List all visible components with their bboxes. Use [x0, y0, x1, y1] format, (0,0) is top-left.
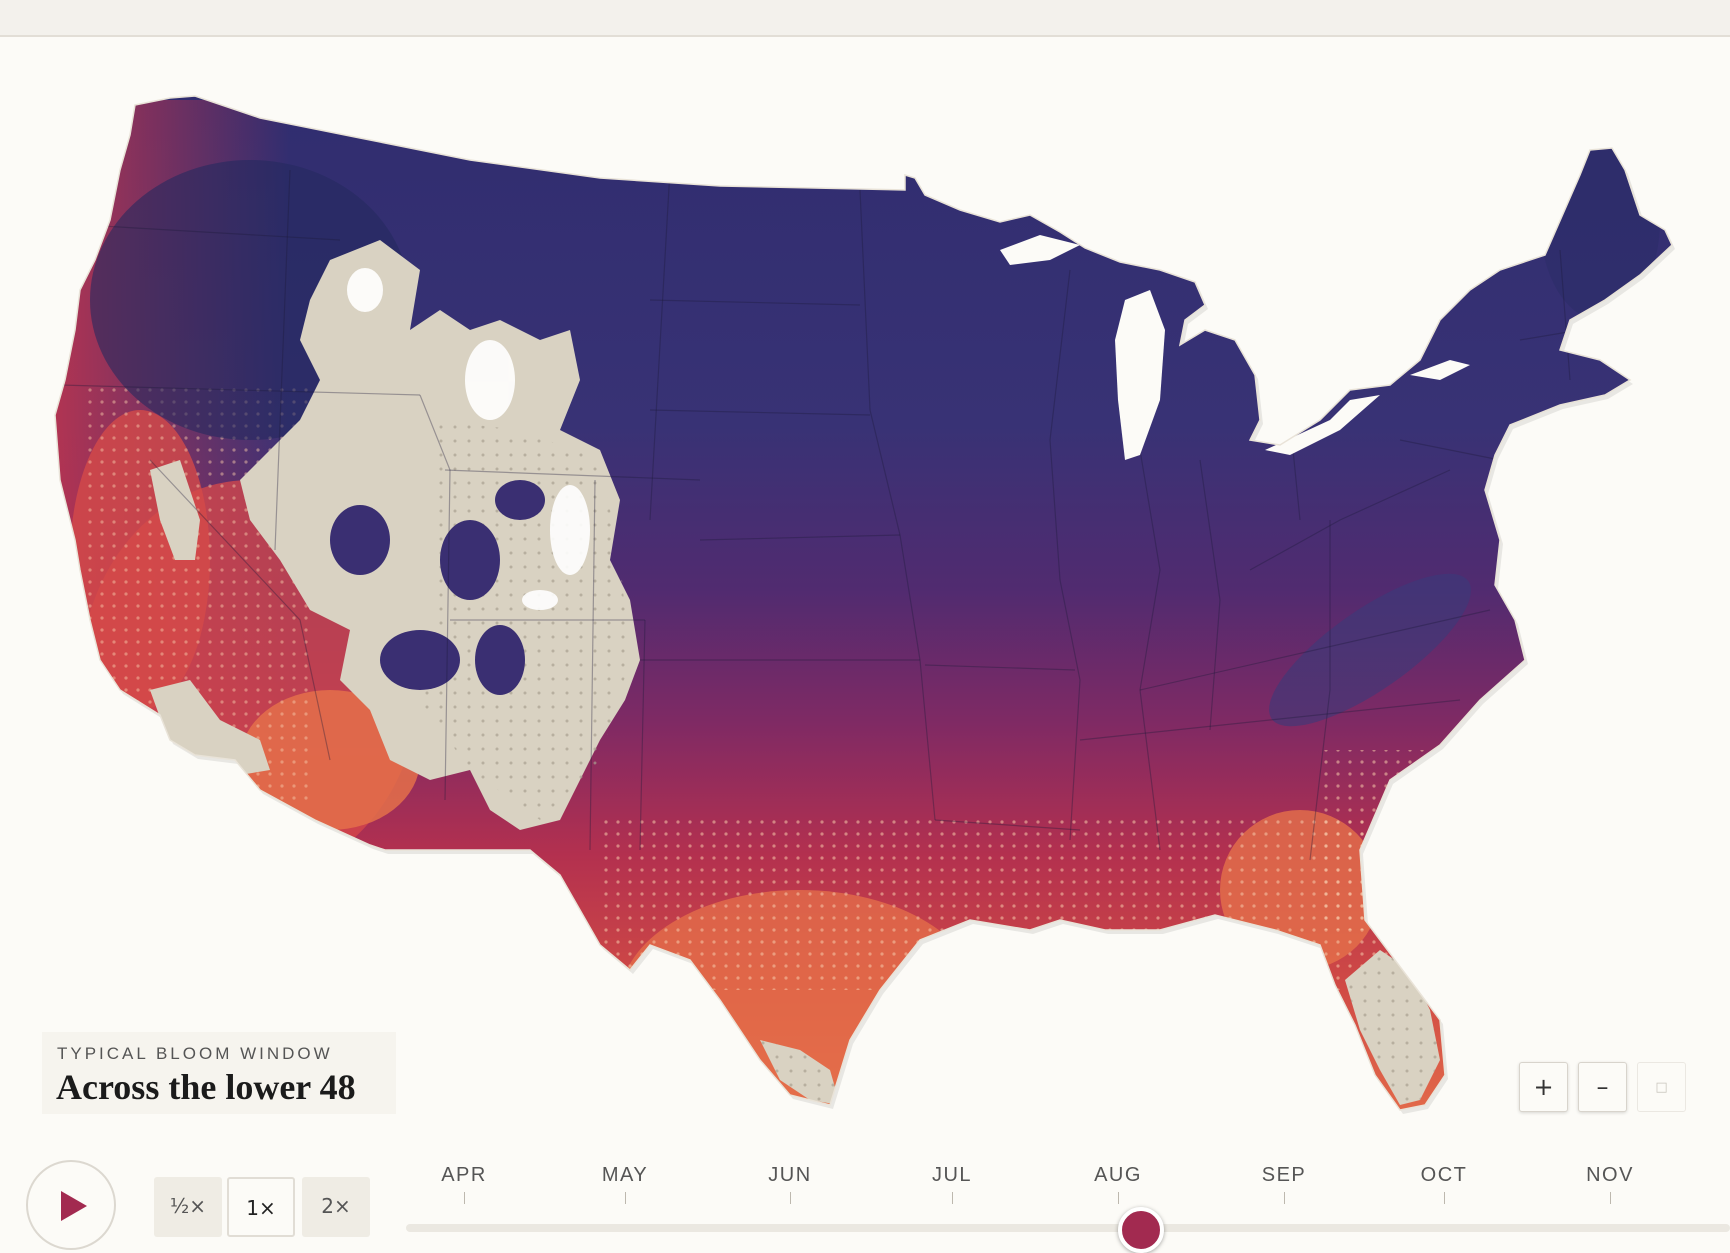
bloom-map[interactable] [0, 40, 1730, 1140]
play-icon [61, 1191, 87, 1221]
speed-half-button[interactable]: ½× [154, 1177, 222, 1237]
month-tick [952, 1192, 953, 1204]
zoom-out-button[interactable]: – [1578, 1062, 1627, 1112]
month-label-apr: APR [441, 1164, 487, 1186]
month-tick [1610, 1192, 1611, 1204]
month-label-sep: SEP [1261, 1164, 1307, 1186]
zoom-reset-button[interactable]: □ [1637, 1062, 1686, 1112]
speed-2x-button[interactable]: 2× [302, 1177, 370, 1237]
month-tick [1284, 1192, 1285, 1204]
month-tick [1444, 1192, 1445, 1204]
month-label-nov: NOV [1586, 1164, 1634, 1186]
month-label-jul: JUL [931, 1164, 973, 1186]
state-borders [59, 169, 1581, 861]
month-tick [464, 1192, 465, 1204]
map-svg [54, 95, 1675, 1114]
month-tick [1118, 1192, 1119, 1204]
month-label-may: MAY [601, 1164, 649, 1186]
great-lakes [1000, 235, 1470, 460]
month-label-aug: AUG [1094, 1164, 1142, 1186]
timeline-slider-handle[interactable] [1118, 1207, 1164, 1253]
month-label-oct: OCT [1420, 1164, 1468, 1186]
month-timeline: APR MAY JUN JUL AUG SEP OCT NOV [0, 1160, 1730, 1253]
bloom-raster [55, 96, 1672, 1110]
map-title-card: TYPICAL BLOOM WINDOW Across the lower 48 [42, 1032, 396, 1114]
month-tick [790, 1192, 791, 1204]
month-label-jun: JUN [768, 1164, 812, 1186]
top-bar [0, 0, 1730, 37]
timeline-track[interactable] [406, 1224, 1730, 1232]
map-title: Across the lower 48 [56, 1067, 356, 1107]
zoom-in-button[interactable]: + [1519, 1062, 1568, 1112]
month-tick [625, 1192, 626, 1204]
map-eyebrow: TYPICAL BLOOM WINDOW [57, 1044, 333, 1063]
